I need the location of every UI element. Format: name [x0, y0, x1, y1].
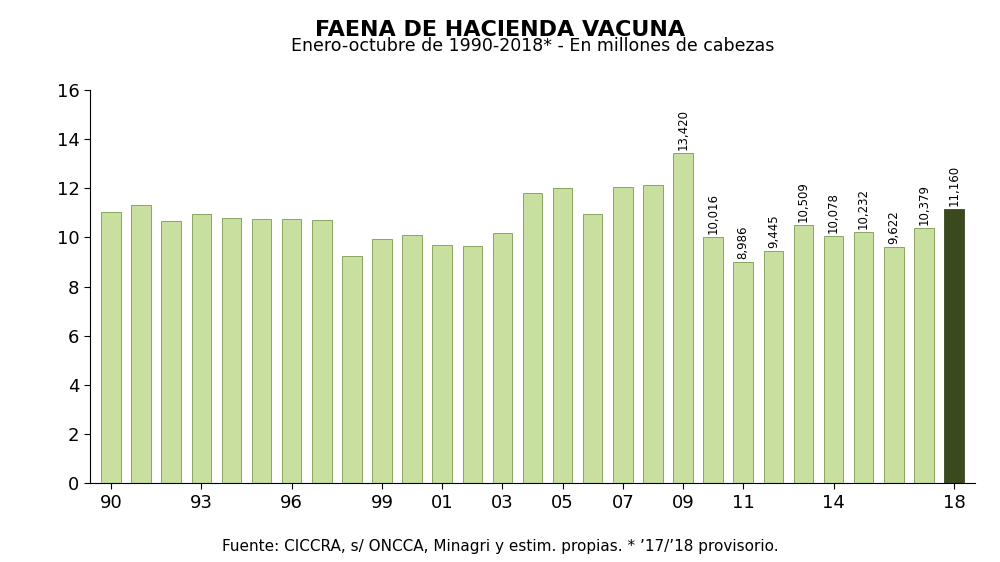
Bar — [794, 225, 813, 483]
Bar — [432, 245, 452, 483]
Bar — [643, 184, 663, 483]
Bar — [161, 221, 181, 483]
Bar — [854, 232, 873, 483]
Text: 11,160: 11,160 — [947, 165, 960, 206]
Bar — [342, 256, 362, 483]
Bar — [222, 217, 241, 483]
Text: 10,509: 10,509 — [797, 181, 810, 222]
Bar — [463, 246, 482, 483]
Bar — [733, 262, 753, 483]
Bar — [764, 251, 783, 483]
Bar — [613, 187, 633, 483]
Text: Fuente: CICCRA, s/ ONCCA, Minagri y estim. propias. * ’17/’18 provisorio.: Fuente: CICCRA, s/ ONCCA, Minagri y esti… — [222, 538, 778, 554]
Bar — [312, 220, 332, 483]
Bar — [944, 209, 964, 483]
Text: 9,445: 9,445 — [767, 215, 780, 248]
Bar — [914, 228, 934, 483]
Bar — [372, 239, 392, 483]
Text: 9,622: 9,622 — [887, 210, 900, 244]
Bar — [493, 233, 512, 483]
Bar — [824, 235, 843, 483]
Bar — [523, 193, 542, 483]
Bar — [101, 212, 121, 483]
Bar — [131, 205, 151, 483]
Text: 13,420: 13,420 — [677, 110, 690, 151]
Bar — [673, 153, 693, 483]
Bar — [402, 235, 422, 483]
Bar — [703, 237, 723, 483]
Text: 10,016: 10,016 — [707, 193, 720, 234]
Text: 8,986: 8,986 — [737, 226, 750, 260]
Bar — [553, 188, 572, 483]
Text: 10,379: 10,379 — [917, 184, 930, 225]
Text: 10,078: 10,078 — [827, 192, 840, 233]
Text: FAENA DE HACIENDA VACUNA: FAENA DE HACIENDA VACUNA — [315, 20, 685, 40]
Bar — [252, 219, 271, 483]
Title: Enero-octubre de 1990-2018* - En millones de cabezas: Enero-octubre de 1990-2018* - En millone… — [291, 37, 774, 55]
Bar — [192, 214, 211, 483]
Text: 10,232: 10,232 — [857, 188, 870, 229]
Bar — [583, 214, 602, 483]
Bar — [282, 219, 301, 483]
Bar — [884, 247, 904, 483]
